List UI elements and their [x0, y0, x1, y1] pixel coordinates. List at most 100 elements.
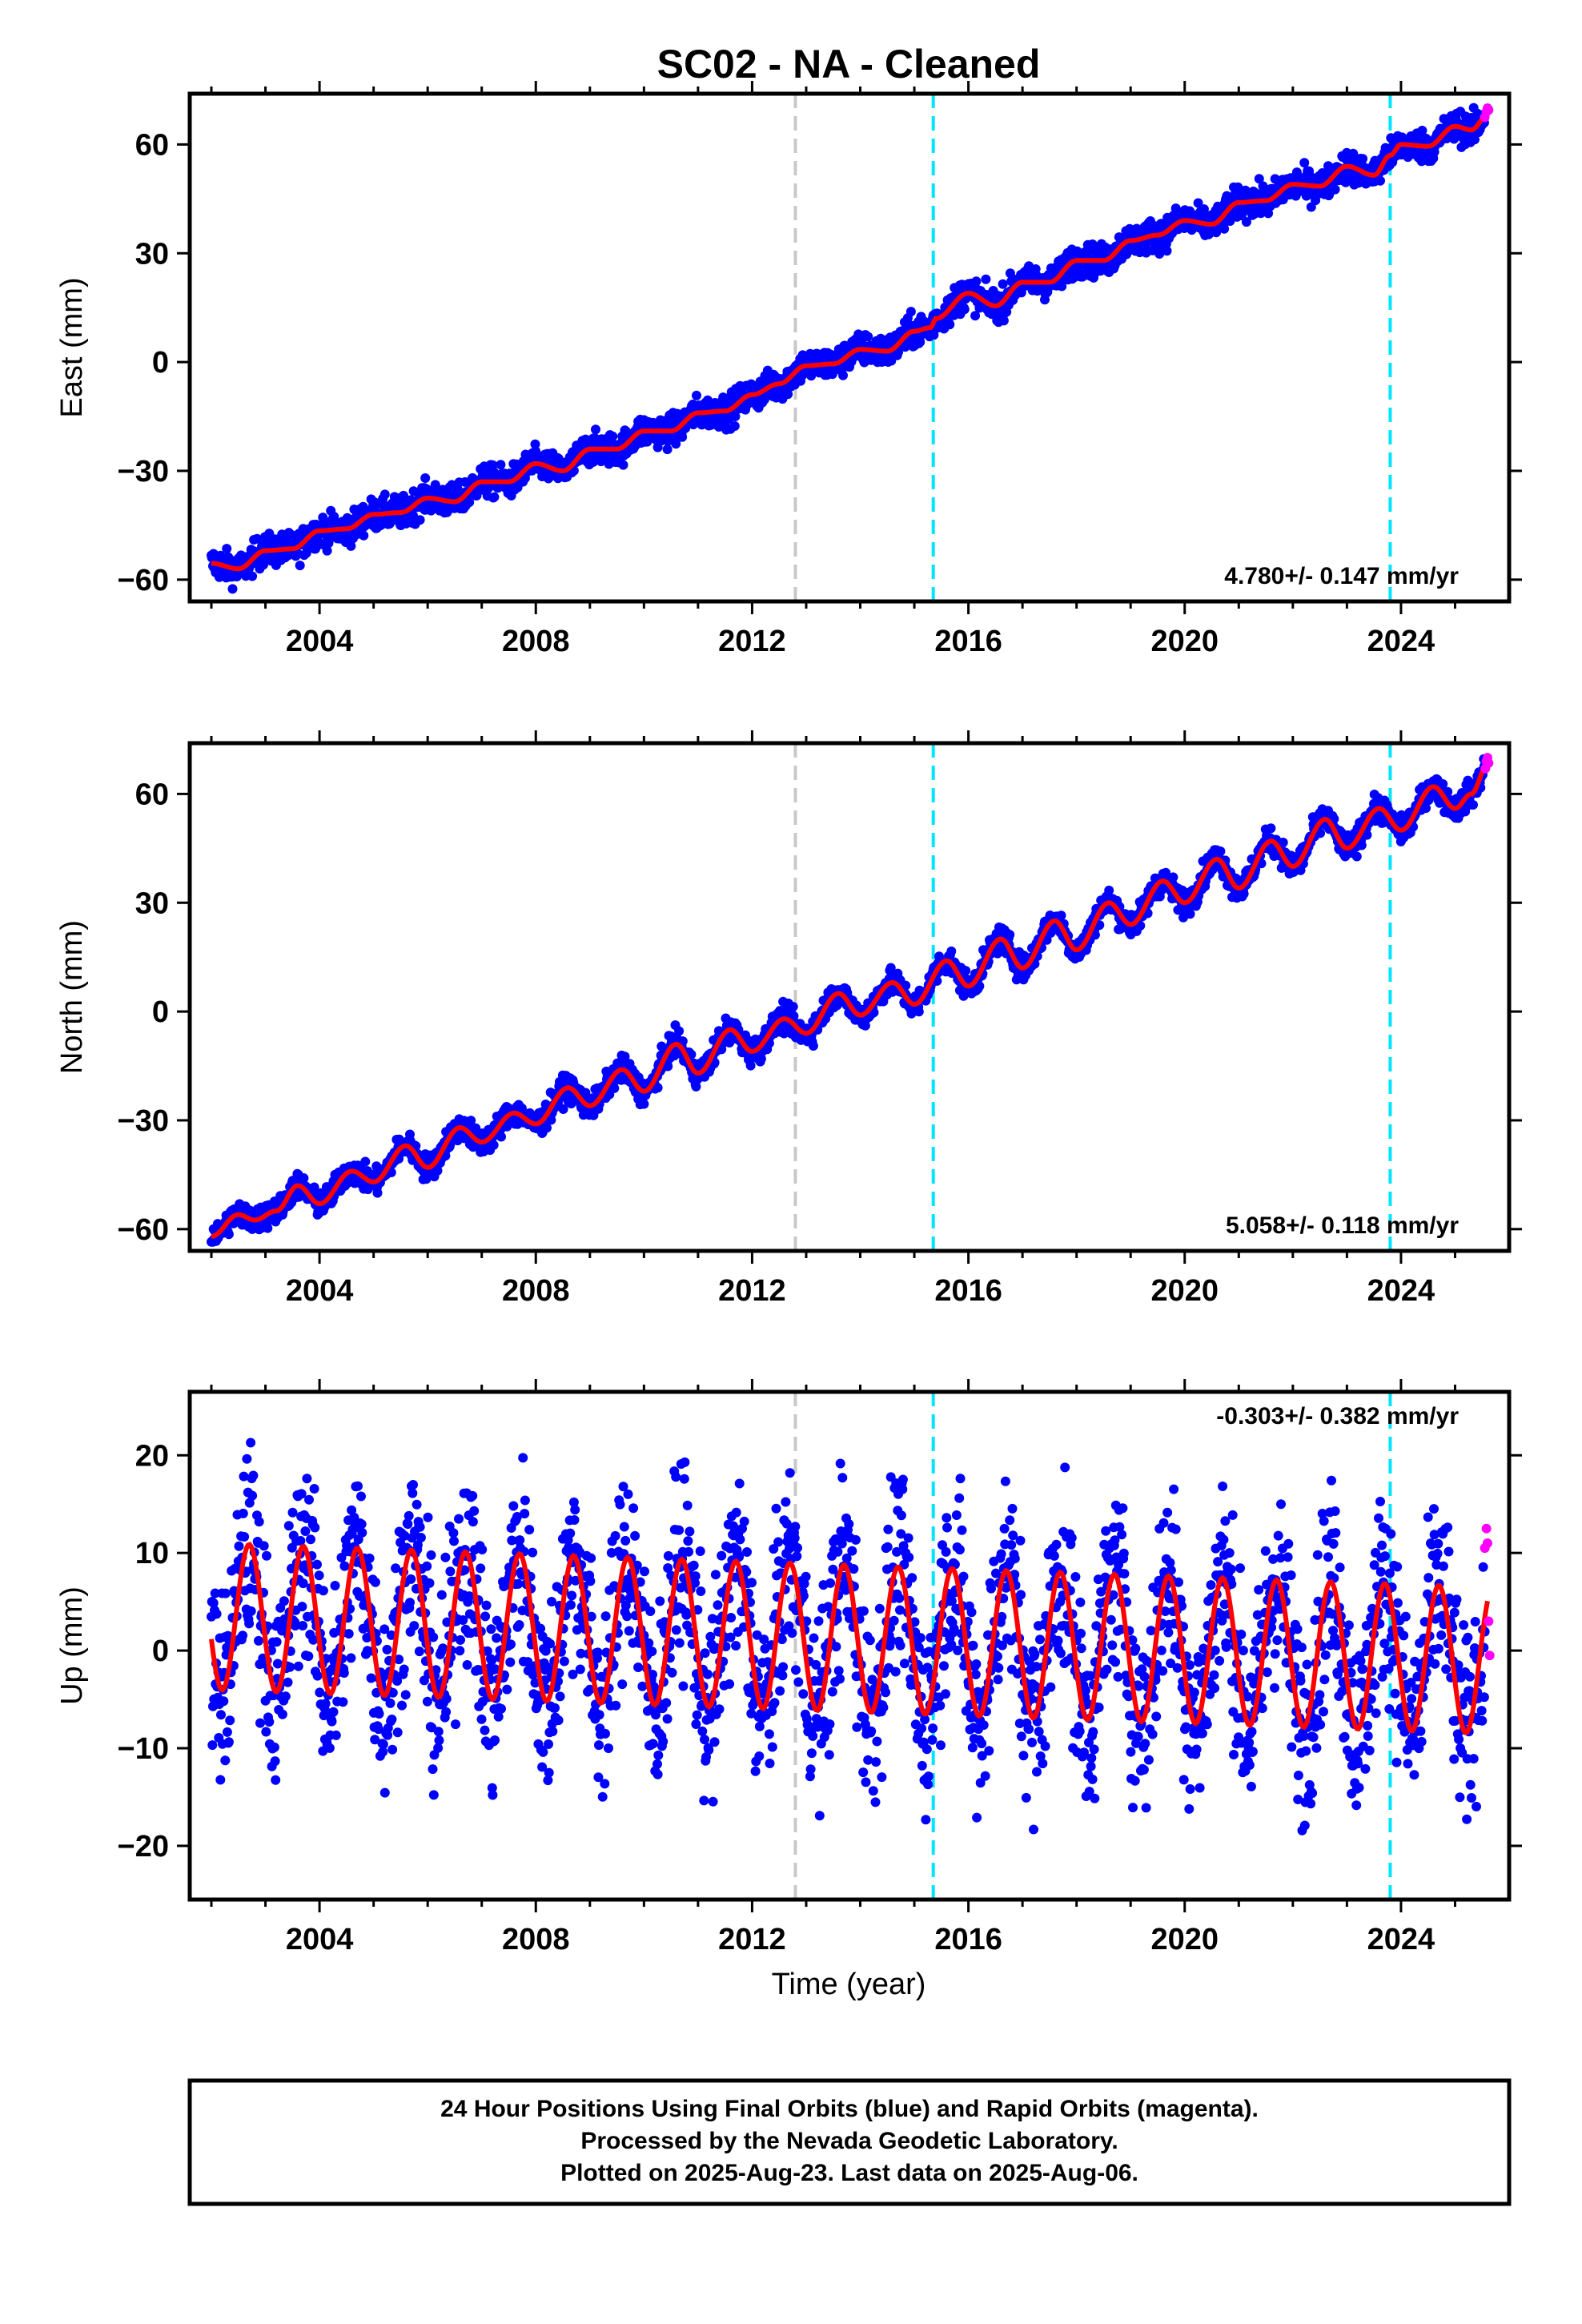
final-orbit-point: [756, 1054, 766, 1064]
final-orbit-point: [1185, 909, 1195, 919]
final-orbit-point: [1104, 885, 1114, 895]
final-orbit-point: [692, 390, 701, 400]
x-tick-label: 2020: [1150, 1274, 1219, 1308]
final-orbit-point: [639, 1099, 649, 1109]
final-orbit-point: [1254, 174, 1264, 184]
final-orbit-point: [663, 1061, 673, 1072]
velocity-rate-label: 5.058+/- 0.118 mm/yr: [1226, 1212, 1459, 1239]
final-orbit-point: [464, 497, 475, 508]
y-tick-label: 30: [135, 887, 169, 920]
final-orbit-point: [420, 473, 431, 483]
final-orbit-point: [1168, 872, 1178, 883]
final-orbit-point: [1468, 800, 1478, 810]
final-orbit-point: [808, 1041, 818, 1051]
y-tick-label: 60: [135, 128, 169, 162]
final-orbit-point: [1090, 930, 1100, 940]
final-orbit-point: [974, 981, 985, 991]
final-orbit-point: [1470, 135, 1480, 145]
final-orbit-point: [496, 460, 506, 470]
final-orbit-point: [299, 1173, 309, 1184]
final-orbit-point: [1278, 838, 1288, 847]
final-orbit-point: [620, 1051, 630, 1062]
final-orbit-point: [1375, 175, 1385, 186]
final-orbit-point: [1362, 830, 1372, 840]
final-orbit-point: [1330, 184, 1340, 195]
final-orbit-point: [379, 489, 390, 500]
final-orbit-point: [558, 1104, 568, 1114]
final-orbit-point: [1193, 198, 1203, 208]
final-orbit-point: [1241, 217, 1251, 227]
final-orbit-point: [591, 424, 600, 435]
final-orbit-point: [295, 561, 305, 571]
final-orbit-point: [215, 1775, 226, 1785]
model-fit-line: [211, 762, 1489, 1239]
final-orbit-point: [1162, 246, 1172, 256]
y-tick-label: 60: [135, 778, 169, 811]
final-orbit-point: [488, 1140, 499, 1150]
final-orbit-points: [207, 1437, 1490, 1835]
final-orbit-point: [1215, 846, 1226, 856]
final-orbit-point: [929, 330, 939, 340]
final-orbit-point: [788, 1002, 798, 1012]
final-orbit-point: [674, 1026, 685, 1036]
final-orbit-point: [1266, 823, 1276, 834]
y-tick-label: 30: [135, 237, 169, 271]
plot-frame: [187, 741, 1512, 1253]
final-orbit-point: [1135, 920, 1146, 931]
final-orbit-point: [1299, 158, 1310, 168]
final-orbit-point: [662, 444, 673, 455]
final-orbit-point: [301, 548, 311, 558]
final-orbit-point: [1351, 851, 1362, 862]
x-tick-label: 2016: [934, 1274, 1002, 1308]
final-orbit-point: [530, 439, 540, 449]
final-orbit-point: [745, 1060, 756, 1071]
x-tick-label: 2016: [934, 625, 1002, 658]
final-orbit-point: [360, 1156, 371, 1167]
final-orbit-point: [588, 456, 599, 467]
y-tick-label: −30: [118, 1104, 169, 1138]
x-tick-label: 2024: [1367, 1274, 1435, 1308]
final-orbit-point: [208, 1598, 219, 1608]
x-tick-label: 2020: [1150, 625, 1219, 658]
final-orbit-point: [1240, 185, 1251, 195]
final-orbit-point: [618, 460, 628, 470]
x-tick-label: 2004: [286, 625, 354, 658]
final-orbit-point: [1239, 889, 1249, 899]
final-orbit-point: [959, 304, 970, 315]
final-orbit-point: [210, 1588, 220, 1598]
final-orbit-point: [309, 1182, 319, 1192]
y-tick-label: −30: [118, 455, 169, 489]
final-orbit-point: [913, 1007, 924, 1017]
final-orbit-point: [1057, 281, 1067, 292]
final-orbit-point: [207, 1740, 218, 1751]
final-orbit-point: [432, 1165, 443, 1176]
final-orbit-point: [730, 412, 741, 421]
final-orbit-point: [211, 1609, 222, 1619]
final-orbit-point: [901, 980, 911, 991]
final-orbit-point: [1443, 786, 1453, 797]
final-orbit-point: [227, 584, 238, 594]
final-orbit-point: [783, 389, 793, 400]
final-orbit-point: [466, 1116, 476, 1126]
final-orbit-point: [489, 492, 500, 502]
final-orbit-point: [496, 1132, 506, 1142]
final-orbit-point: [838, 370, 848, 380]
final-orbit-point: [415, 515, 425, 525]
final-orbit-points: [207, 103, 1490, 594]
rapid-orbit-point: [1484, 105, 1494, 115]
final-orbit-point: [970, 311, 981, 321]
final-orbit-point: [998, 316, 1009, 326]
final-orbit-point: [542, 1123, 552, 1133]
final-orbit-point: [359, 530, 369, 541]
y-tick-label: −60: [118, 564, 169, 597]
final-orbit-point: [885, 963, 896, 973]
final-orbit-point: [1211, 227, 1222, 238]
final-orbit-point: [1356, 840, 1367, 850]
x-tick-label: 2024: [1367, 625, 1435, 658]
final-orbit-point: [430, 480, 440, 490]
x-tick-label: 2012: [718, 1274, 786, 1308]
model-fit-line: [211, 113, 1488, 572]
panel-east: 2004 2008 2012 2016 2020 202460300−30−60East …: [55, 81, 1522, 658]
